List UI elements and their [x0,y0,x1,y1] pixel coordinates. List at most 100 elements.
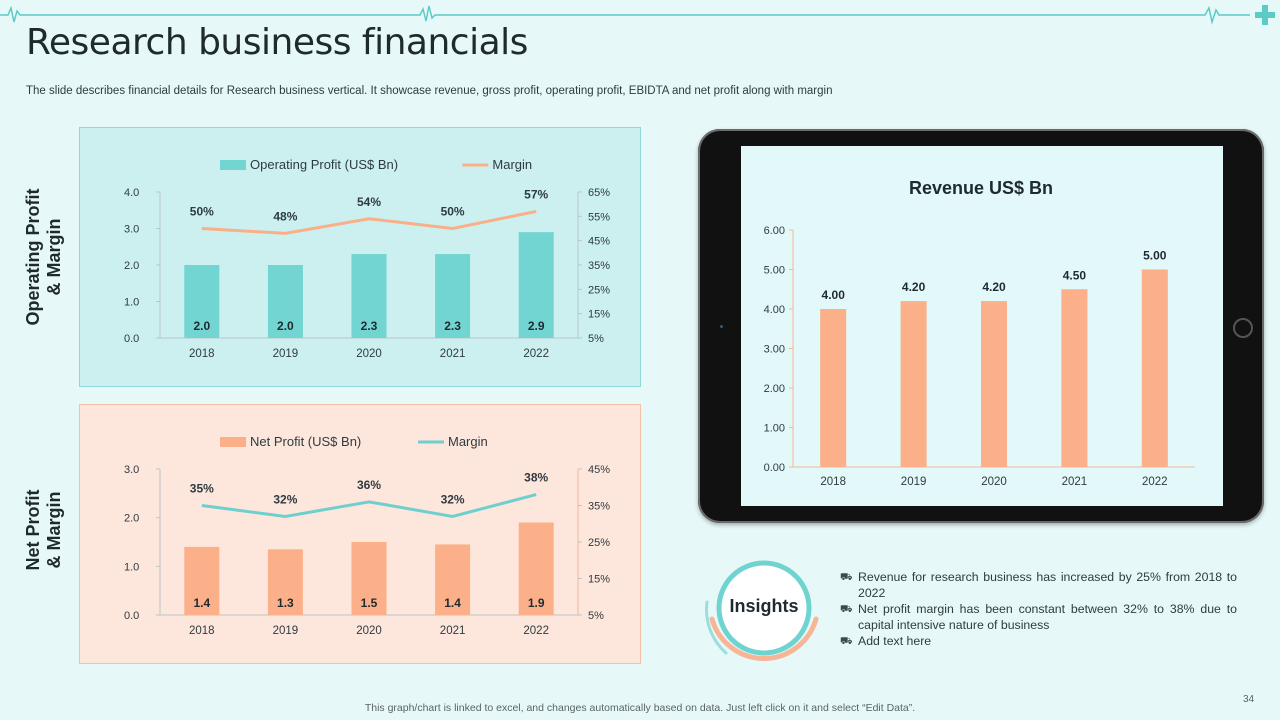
margin-value-label: 54% [357,195,381,209]
insights-heading: Insights [729,596,799,616]
x-tick-label: 2021 [1062,476,1088,488]
x-tick-label: 2019 [273,625,299,637]
legend-label-line: Margin [492,157,532,172]
margin-line [201,209,537,235]
bar-value-label: 2.3 [444,319,461,333]
revenue-chart-screen: Revenue US$ Bn 0.00 1.00 2.00 3.00 4.00 5.00 6.… [741,146,1223,506]
y-tick-label: 1.00 [764,423,785,435]
bar [518,522,554,615]
bar-value-label: 1.9 [528,596,545,610]
revenue-bar [1061,289,1088,467]
margin-value-label: 32% [273,492,297,506]
y2-tick-label: 15% [588,309,610,321]
y-tick-label: 0.0 [124,610,139,622]
y2-tick-label: 45% [588,236,610,248]
revenue-value-label: 4.50 [1063,268,1087,282]
insight-item: ⛟ Net profit margin has been constant be… [840,602,1237,632]
bar-value-label: 1.5 [361,596,378,610]
footer-note: This graph/chart is linked to excel, and… [364,702,916,714]
y2-tick-label: 5% [588,333,604,345]
bar-value-label: 2.9 [528,319,545,333]
x-tick-label: 2020 [356,625,382,637]
legend-label-bar: Operating Profit (US$ Bn) [250,157,398,172]
insight-item: ⛟ Add text here [840,634,932,648]
page-title: Research business financials [26,22,528,63]
bar-value-label: 2.3 [361,319,378,333]
x-tick-label: 2020 [981,476,1007,488]
y-tick-label: 2.0 [124,513,139,525]
y-tick-label: 4.0 [124,187,139,199]
y2-tick-label: 55% [588,211,610,223]
bar [267,549,303,615]
insights-ring-icon [705,560,819,661]
margin-value-label: 38% [524,471,548,485]
margin-value-label: 32% [441,492,465,506]
revenue-chart[interactable]: Revenue US$ Bn 0.00 1.00 2.00 3.00 4.00 5.00 6.… [741,146,1223,506]
bar-value-label: 1.3 [277,596,294,610]
tablet-home-button [1233,318,1253,338]
operating-profit-panel: Operating Profit (US$ Bn) Margin 0.0 1.0 2.0… [79,127,641,387]
revenue-value-label: 5.00 [1143,249,1167,263]
y-tick-label: 5.00 [764,265,785,277]
truck-icon: ⛟ [840,604,853,615]
y2-tick-label: 15% [588,574,610,586]
bar [435,544,471,615]
x-tick-label: 2022 [523,348,549,360]
net-profit-chart[interactable]: Net Profit (US$ Bn) Margin 0.0 1.0 2.0 3.0 5% 1… [80,405,640,663]
x-tick-label: 2020 [356,348,382,360]
truck-icon: ⛟ [840,572,853,583]
revenue-value-label: 4.20 [982,280,1006,294]
tablet-camera [720,325,723,328]
bar [267,265,303,338]
bar-value-label: 1.4 [444,596,461,610]
y-tick-label: 2.0 [124,260,139,272]
margin-line [201,493,537,518]
x-tick-label: 2022 [1142,476,1168,488]
y-tick-label: 0.00 [764,462,785,474]
operating-profit-chart[interactable]: Operating Profit (US$ Bn) Margin 0.0 1.0 2.0… [80,128,640,386]
page-subtitle: The slide describes financial details fo… [26,85,833,97]
bar [435,254,471,338]
y2-tick-label: 65% [588,187,610,199]
y-tick-label: 3.0 [124,224,139,236]
plus-icon [1255,5,1275,25]
revenue-bar [820,309,847,467]
truck-icon: ⛟ [840,636,853,647]
x-tick-label: 2022 [523,625,549,637]
insights-list: ⛟ Revenue for research business has incr… [840,569,1237,649]
page-number: 34 [1243,694,1255,705]
x-tick-label: 2019 [901,476,927,488]
bar-value-label: 1.4 [193,596,210,610]
y-tick-label: 4.00 [764,304,785,316]
y-tick-label: 6.00 [764,225,785,237]
revenue-chart-title: Revenue US$ Bn [909,178,1053,198]
y2-tick-label: 25% [588,537,610,549]
y2-tick-label: 35% [588,501,610,513]
x-tick-label: 2021 [440,348,466,360]
y2-tick-label: 25% [588,284,610,296]
x-tick-label: 2018 [820,476,846,488]
bar [351,542,387,615]
bar [184,546,220,615]
bar-value-label: 2.0 [277,319,294,333]
insight-item: ⛟ Revenue for research business has incr… [840,570,1237,600]
legend-swatch-bar [220,437,246,447]
y2-tick-label: 45% [588,464,610,476]
bar-value-label: 2.0 [193,319,210,333]
revenue-bar [1141,269,1168,467]
bar [184,265,220,338]
y2-tick-label: 35% [588,260,610,272]
header-pulse-line [0,5,1275,25]
x-tick-label: 2018 [189,625,215,637]
y-tick-label: 0.0 [124,333,139,345]
bar [351,254,387,338]
x-tick-label: 2018 [189,348,215,360]
x-tick-label: 2021 [440,625,466,637]
y-tick-label: 2.00 [764,383,785,395]
revenue-value-label: 4.00 [822,288,846,302]
revenue-bar [900,301,927,467]
y2-tick-label: 5% [588,610,604,622]
net-profit-panel: Net Profit (US$ Bn) Margin 0.0 1.0 2.0 3.0 5% 1… [79,404,641,664]
legend-label-bar: Net Profit (US$ Bn) [250,434,361,449]
x-tick-label: 2019 [273,348,299,360]
